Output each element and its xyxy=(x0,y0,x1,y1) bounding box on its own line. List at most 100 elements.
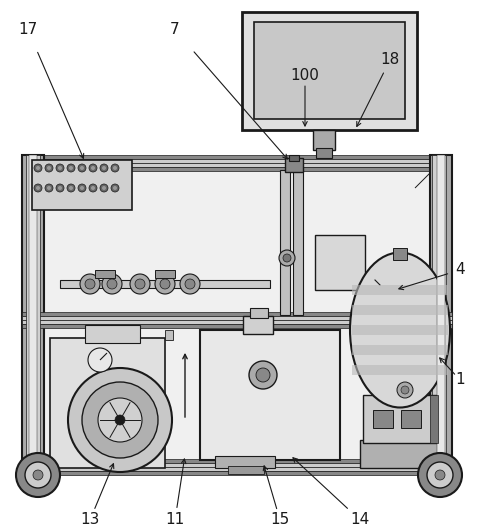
Circle shape xyxy=(91,166,95,170)
Bar xyxy=(401,410,421,428)
Bar xyxy=(352,345,448,355)
Circle shape xyxy=(34,184,42,192)
Bar xyxy=(393,248,407,260)
Circle shape xyxy=(16,453,60,497)
Circle shape xyxy=(58,186,62,190)
Bar xyxy=(22,324,452,328)
Bar xyxy=(242,12,417,130)
Circle shape xyxy=(67,184,75,192)
Bar xyxy=(430,395,438,443)
Bar xyxy=(95,270,115,278)
Circle shape xyxy=(69,166,73,170)
Bar xyxy=(32,160,132,210)
Circle shape xyxy=(135,279,145,289)
Text: 15: 15 xyxy=(271,513,290,527)
Bar xyxy=(352,365,448,375)
Bar xyxy=(373,410,393,428)
Circle shape xyxy=(25,462,51,488)
Bar xyxy=(228,466,264,474)
Text: 1: 1 xyxy=(455,372,465,388)
Circle shape xyxy=(283,254,291,262)
Bar xyxy=(437,155,445,475)
Circle shape xyxy=(100,164,108,172)
Circle shape xyxy=(45,164,53,172)
Circle shape xyxy=(155,274,175,294)
Circle shape xyxy=(401,386,409,394)
Bar xyxy=(155,270,175,278)
Circle shape xyxy=(102,166,106,170)
Bar xyxy=(22,463,452,467)
Bar xyxy=(60,280,270,288)
Circle shape xyxy=(418,453,462,497)
Bar xyxy=(315,235,365,290)
Circle shape xyxy=(89,184,97,192)
Circle shape xyxy=(130,274,150,294)
Text: 100: 100 xyxy=(291,68,319,82)
Circle shape xyxy=(89,164,97,172)
Bar xyxy=(22,155,44,475)
Bar xyxy=(22,471,452,475)
Circle shape xyxy=(427,462,453,488)
Circle shape xyxy=(249,361,277,389)
Circle shape xyxy=(56,184,64,192)
Circle shape xyxy=(113,186,117,190)
Text: 11: 11 xyxy=(165,513,185,527)
Text: 17: 17 xyxy=(18,23,38,37)
Circle shape xyxy=(100,184,108,192)
Circle shape xyxy=(115,415,125,425)
Text: 4: 4 xyxy=(455,262,465,278)
Circle shape xyxy=(78,164,86,172)
Circle shape xyxy=(82,382,158,458)
Circle shape xyxy=(279,250,295,266)
Bar xyxy=(22,163,452,167)
Circle shape xyxy=(69,186,73,190)
Bar xyxy=(360,440,440,468)
Bar xyxy=(50,338,165,468)
Circle shape xyxy=(88,348,112,372)
Bar xyxy=(22,459,452,463)
Bar xyxy=(243,316,273,334)
Circle shape xyxy=(45,184,53,192)
Circle shape xyxy=(34,164,42,172)
Bar xyxy=(44,171,430,312)
Circle shape xyxy=(36,166,40,170)
Bar xyxy=(165,330,173,340)
Bar xyxy=(200,330,340,460)
Circle shape xyxy=(111,184,119,192)
Circle shape xyxy=(160,279,170,289)
Bar xyxy=(29,155,37,475)
Circle shape xyxy=(102,186,106,190)
Bar xyxy=(22,467,452,471)
Circle shape xyxy=(80,166,84,170)
Circle shape xyxy=(47,186,51,190)
Circle shape xyxy=(36,186,40,190)
Circle shape xyxy=(256,368,270,382)
Circle shape xyxy=(180,274,200,294)
Bar xyxy=(280,170,290,315)
Text: 14: 14 xyxy=(350,513,369,527)
Bar xyxy=(22,316,452,320)
Circle shape xyxy=(397,382,413,398)
Circle shape xyxy=(47,166,51,170)
Bar xyxy=(250,308,268,318)
Bar xyxy=(22,155,452,159)
Circle shape xyxy=(67,164,75,172)
Bar xyxy=(313,130,335,150)
Bar xyxy=(254,22,405,119)
Bar xyxy=(432,155,446,475)
Circle shape xyxy=(185,279,195,289)
Bar xyxy=(285,158,303,172)
Ellipse shape xyxy=(350,252,450,408)
Circle shape xyxy=(91,186,95,190)
Circle shape xyxy=(68,368,172,472)
Circle shape xyxy=(111,164,119,172)
Bar xyxy=(22,167,452,171)
Bar xyxy=(363,395,439,443)
Bar xyxy=(293,170,303,315)
Text: 13: 13 xyxy=(80,513,100,527)
Bar xyxy=(215,456,275,468)
Bar xyxy=(352,285,448,295)
Circle shape xyxy=(33,470,43,480)
Bar xyxy=(85,325,140,343)
Bar xyxy=(22,320,452,324)
